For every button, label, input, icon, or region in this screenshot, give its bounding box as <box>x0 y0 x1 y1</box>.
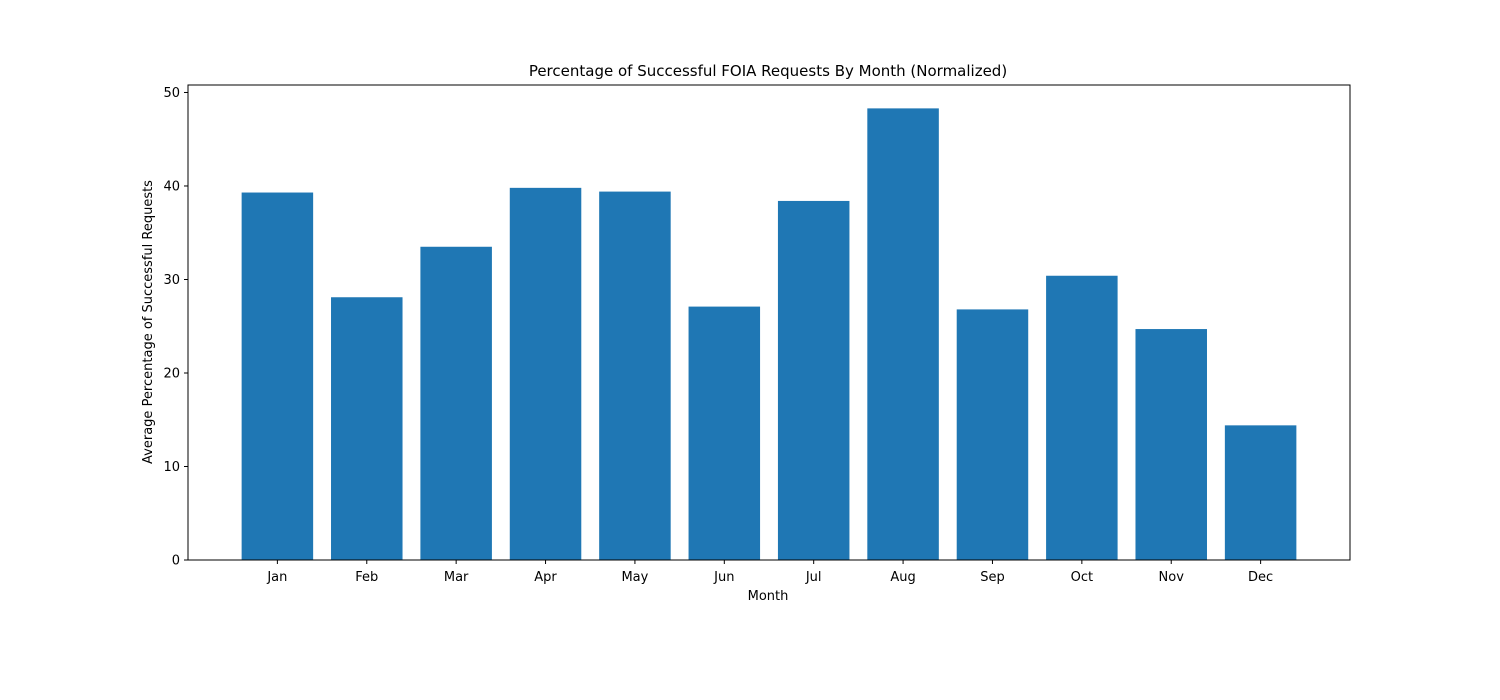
x-tick-label: May <box>621 570 648 585</box>
bar-apr <box>509 187 582 560</box>
x-tick-label: Jun <box>713 570 734 585</box>
x-tick-label: Jan <box>266 570 287 585</box>
bar-jun <box>688 306 761 560</box>
y-axis-ticks: 0 10 20 30 40 50 <box>163 86 188 569</box>
y-tick-label: 40 <box>163 179 180 194</box>
x-tick-label: Mar <box>444 570 469 585</box>
bar-jan <box>241 192 314 560</box>
x-axis-label: Month <box>748 589 789 604</box>
x-tick-label: Jul <box>805 570 822 585</box>
x-tick-label: Feb <box>355 570 378 585</box>
bar-jul <box>777 200 850 560</box>
y-tick-label: 20 <box>163 366 180 381</box>
x-tick-label: Aug <box>890 570 915 585</box>
bar-may <box>599 191 671 560</box>
bar-sep <box>956 309 1029 560</box>
y-tick-label: 10 <box>163 460 180 475</box>
bars-group <box>241 108 1297 560</box>
chart-title: Percentage of Successful FOIA Requests B… <box>529 62 1007 80</box>
x-tick-label: Nov <box>1159 570 1185 585</box>
plot-frame <box>187 84 1351 561</box>
y-tick-label: 0 <box>172 554 180 569</box>
y-tick-label: 30 <box>163 273 180 288</box>
bar-mar <box>420 246 492 560</box>
bar-nov <box>1135 329 1207 560</box>
bar-dec <box>1224 425 1297 560</box>
x-tick-label: Dec <box>1248 570 1273 585</box>
x-axis-ticks: Jan Feb Mar Apr May Jun Jul Aug Sep Oct Nov Dec <box>266 560 1273 585</box>
y-axis-label: Average Percentage of Successful Request… <box>141 180 156 464</box>
x-tick-label: Oct <box>1071 570 1093 585</box>
bar-feb <box>331 297 403 560</box>
x-tick-label: Sep <box>980 570 1005 585</box>
x-tick-label: Apr <box>534 570 557 585</box>
y-tick-label: 50 <box>163 86 180 101</box>
bar-oct <box>1046 275 1118 560</box>
bar-aug <box>867 108 939 560</box>
